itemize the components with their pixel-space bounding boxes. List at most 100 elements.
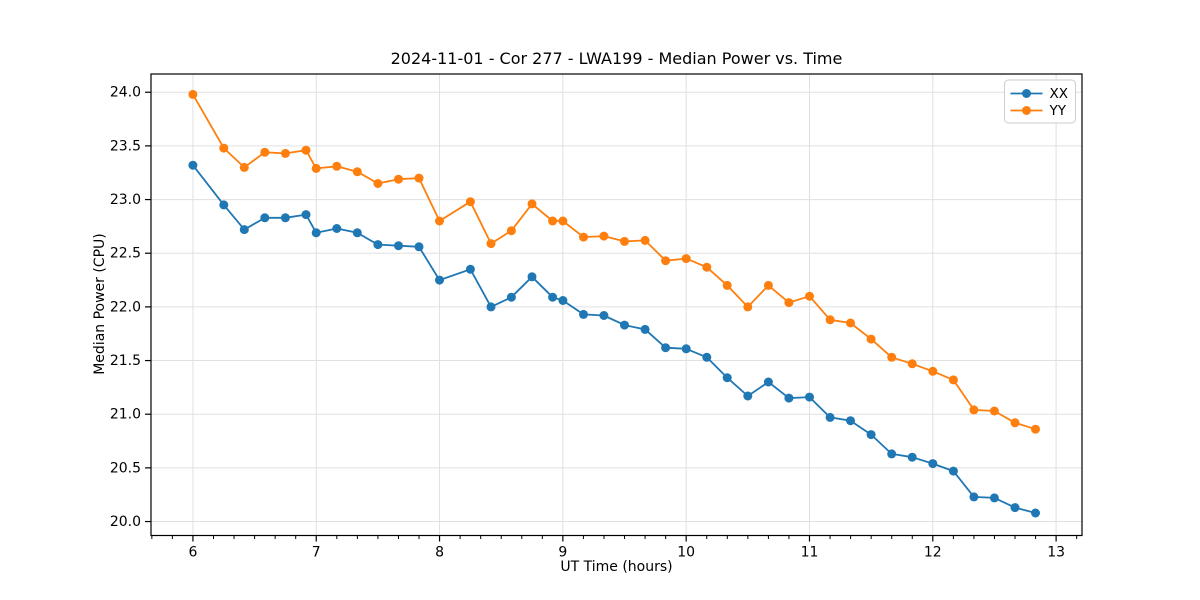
data-point-yy: [846, 318, 855, 328]
data-point-yy: [260, 147, 270, 157]
data-point-xx: [907, 452, 917, 462]
data-point-yy: [352, 167, 362, 177]
data-point-xx: [681, 344, 691, 354]
data-point-yy: [465, 197, 475, 207]
data-point-xx: [435, 275, 444, 285]
legend-marker: [1022, 89, 1031, 98]
x-tick-label: 13: [1047, 545, 1065, 561]
data-point-xx: [620, 320, 629, 330]
data-point-yy: [373, 179, 383, 188]
data-point-xx: [373, 240, 383, 250]
data-point-yy: [866, 334, 876, 344]
data-point-xx: [548, 292, 558, 302]
data-point-xx: [702, 352, 712, 362]
data-point-yy: [743, 302, 753, 312]
data-point-yy: [239, 162, 249, 172]
data-point-xx: [887, 449, 897, 459]
data-point-yy: [702, 262, 712, 272]
data-point-xx: [640, 324, 650, 334]
legend-label-xx: XX: [1050, 86, 1069, 102]
data-point-xx: [969, 492, 979, 502]
data-point-xx: [506, 292, 516, 302]
x-tick-label: 11: [801, 545, 819, 561]
x-tick-label: 7: [312, 545, 321, 561]
x-tick-label: 6: [188, 545, 197, 561]
y-tick-label: 20.5: [110, 460, 141, 476]
x-tick-label: 9: [558, 545, 567, 561]
x-tick-label: 10: [677, 545, 695, 561]
data-point-yy: [928, 366, 938, 376]
y-tick-label: 22.5: [110, 246, 141, 262]
data-point-xx: [301, 210, 311, 220]
data-point-xx: [846, 416, 855, 426]
data-point-xx: [414, 242, 424, 252]
data-point-yy: [1010, 418, 1020, 428]
data-point-yy: [188, 89, 198, 99]
data-point-yy: [969, 405, 979, 415]
data-point-yy: [280, 148, 290, 158]
data-point-yy: [989, 406, 999, 416]
data-point-xx: [486, 302, 496, 312]
data-point-xx: [1031, 508, 1040, 518]
data-point-yy: [887, 352, 897, 362]
data-point-xx: [527, 272, 537, 282]
legend-marker: [1022, 106, 1031, 115]
data-point-yy: [681, 254, 691, 264]
data-point-yy: [414, 173, 424, 183]
data-point-yy: [784, 298, 794, 308]
data-point-yy: [332, 161, 342, 171]
data-point-yy: [301, 145, 311, 155]
data-point-xx: [599, 311, 609, 320]
data-point-xx: [558, 296, 568, 305]
data-point-yy: [486, 239, 496, 249]
data-point-xx: [311, 228, 321, 238]
data-point-xx: [948, 466, 958, 476]
data-point-yy: [763, 280, 773, 290]
data-point-xx: [784, 393, 794, 403]
data-point-xx: [352, 228, 362, 238]
data-point-yy: [907, 359, 917, 369]
data-point-xx: [260, 213, 270, 223]
data-point-xx: [188, 160, 198, 170]
data-point-xx: [805, 392, 814, 402]
x-tick-label: 12: [924, 545, 942, 561]
data-point-yy: [506, 226, 516, 236]
data-point-yy: [661, 256, 671, 266]
data-point-xx: [763, 377, 773, 387]
data-point-yy: [219, 143, 229, 153]
y-tick-label: 21.0: [110, 407, 141, 423]
data-point-yy: [620, 236, 629, 246]
y-tick-label: 20.0: [110, 514, 141, 530]
data-point-yy: [1031, 424, 1040, 434]
data-point-xx: [928, 459, 938, 469]
data-point-xx: [280, 213, 290, 223]
data-point-yy: [805, 291, 814, 301]
y-tick-label: 24.0: [110, 85, 141, 101]
data-point-yy: [640, 235, 650, 245]
data-point-yy: [558, 216, 568, 226]
data-point-xx: [722, 373, 732, 383]
data-point-yy: [579, 232, 588, 242]
data-point-yy: [825, 315, 835, 325]
data-point-xx: [989, 493, 999, 503]
data-point-xx: [332, 224, 342, 233]
data-point-yy: [599, 231, 609, 241]
plot-border: [150, 73, 1083, 537]
y-tick-label: 21.5: [110, 353, 141, 369]
data-point-xx: [743, 391, 753, 401]
legend-label-yy: YY: [1049, 103, 1067, 119]
data-point-yy: [394, 174, 403, 184]
data-point-yy: [948, 375, 958, 385]
y-tick-label: 23.0: [110, 192, 141, 208]
data-point-xx: [394, 241, 403, 251]
data-point-yy: [527, 199, 537, 209]
data-point-yy: [722, 280, 732, 290]
data-point-xx: [239, 225, 249, 235]
data-point-yy: [435, 216, 444, 226]
data-point-xx: [1010, 503, 1020, 513]
data-point-xx: [661, 343, 671, 353]
data-point-yy: [548, 216, 558, 226]
legend-box: [1004, 79, 1076, 124]
